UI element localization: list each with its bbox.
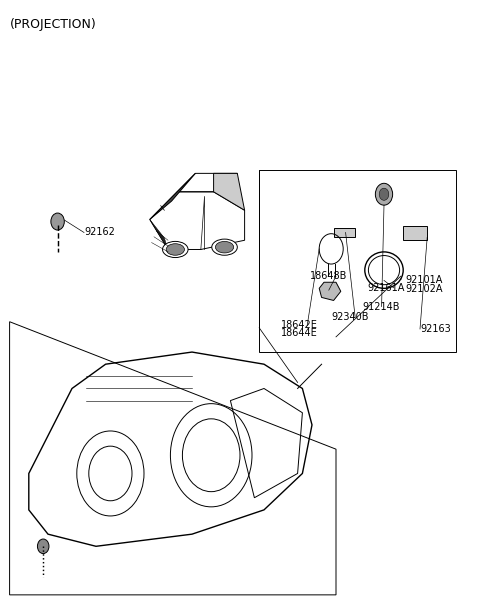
Ellipse shape — [166, 244, 184, 256]
Bar — [403, 226, 427, 240]
Circle shape — [51, 213, 64, 230]
Circle shape — [375, 183, 393, 205]
Text: 92102A: 92102A — [406, 284, 443, 294]
Text: (PROJECTION): (PROJECTION) — [10, 18, 96, 31]
Text: 18648B: 18648B — [310, 271, 347, 281]
Text: 92161A: 92161A — [367, 283, 405, 293]
Text: 91214B: 91214B — [362, 302, 400, 311]
Ellipse shape — [163, 242, 188, 257]
Ellipse shape — [212, 239, 237, 256]
Polygon shape — [150, 220, 168, 249]
Polygon shape — [319, 282, 341, 300]
Text: 92340B: 92340B — [331, 313, 369, 322]
Text: 92162: 92162 — [84, 228, 115, 237]
Text: 18642E: 18642E — [281, 320, 318, 330]
Polygon shape — [214, 174, 245, 210]
Polygon shape — [334, 228, 355, 237]
Polygon shape — [150, 174, 195, 220]
Circle shape — [37, 539, 49, 554]
Text: 18644E: 18644E — [281, 328, 318, 338]
Ellipse shape — [216, 242, 234, 253]
Circle shape — [379, 188, 389, 200]
Text: 92101A: 92101A — [406, 276, 443, 285]
Text: 92163: 92163 — [420, 324, 451, 334]
